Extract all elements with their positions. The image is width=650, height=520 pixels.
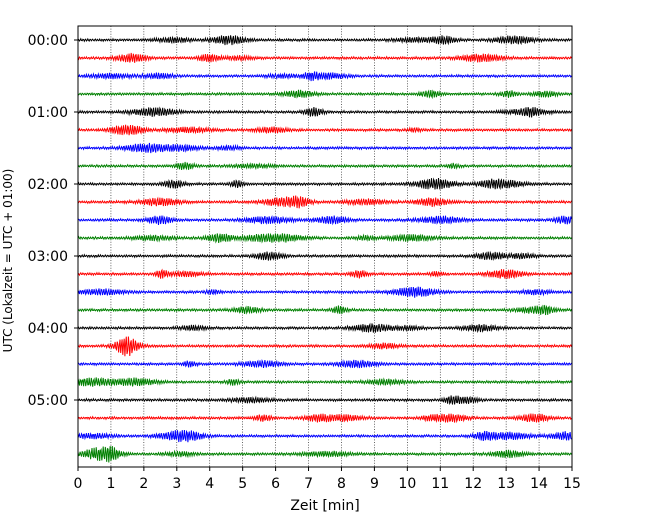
trace-0245 [77,232,572,244]
y-tick-label: 05:00 [28,393,68,409]
trace-0515 [77,413,572,424]
y-tick-label: 00:00 [28,33,68,49]
trace-0315 [77,268,572,280]
trace-0130 [77,142,572,154]
x-tick-label: 14 [530,476,548,492]
x-tick-label: 9 [370,476,379,492]
x-tick-label: 0 [74,476,83,492]
y-tick-label: 01:00 [28,105,68,121]
trace-0230 [77,215,572,226]
trace-0415 [77,336,572,357]
trace-0145 [77,161,572,171]
trace-0330 [77,286,572,298]
x-tick-label: 15 [563,476,581,492]
trace-0000 [77,35,572,46]
trace-0100 [77,106,572,118]
x-tick-label: 10 [398,476,416,492]
trace-0045 [77,89,572,100]
x-tick-label: 1 [106,476,115,492]
y-tick-label: 04:00 [28,321,68,337]
x-tick-label: 7 [304,476,313,492]
x-tick-label: 8 [337,476,346,492]
x-tick-label: 3 [172,476,181,492]
y-tick-label: 02:00 [28,177,68,193]
x-tick-label: 2 [139,476,148,492]
x-tick-label: 6 [271,476,280,492]
trace-0400 [77,322,572,334]
trace-0530 [77,429,572,443]
trace-0115 [77,124,572,136]
trace-0200 [77,177,572,191]
x-tick-label: 5 [238,476,247,492]
y-axis-ticks: 00:00 01:00 02:00 03:00 04:00 05:00 [28,33,78,409]
trace-0430 [77,359,572,369]
trace-0015 [77,52,572,63]
trace-0300 [77,250,572,262]
x-tick-label: 12 [464,476,482,492]
grid-lines [110,26,540,467]
y-axis-label: UTC (Lokalzeit = UTC + 01:00) [1,169,15,353]
seismogram-traces [77,35,572,463]
x-axis-label: Zeit [min] [290,498,359,514]
trace-0030 [77,71,572,82]
x-tick-label: 11 [431,476,449,492]
x-tick-label: 13 [497,476,515,492]
y-tick-label: 03:00 [28,249,68,265]
x-axis-ticks: 0 1 2 3 4 5 6 7 8 9 10 11 12 13 14 15 [74,467,581,492]
plot-frame [77,25,573,468]
trace-0545 [77,446,572,463]
trace-0345 [77,304,572,316]
x-tick-label: 4 [205,476,214,492]
trace-0500 [77,395,572,406]
trace-0215 [77,195,572,209]
trace-0445 [77,376,572,388]
